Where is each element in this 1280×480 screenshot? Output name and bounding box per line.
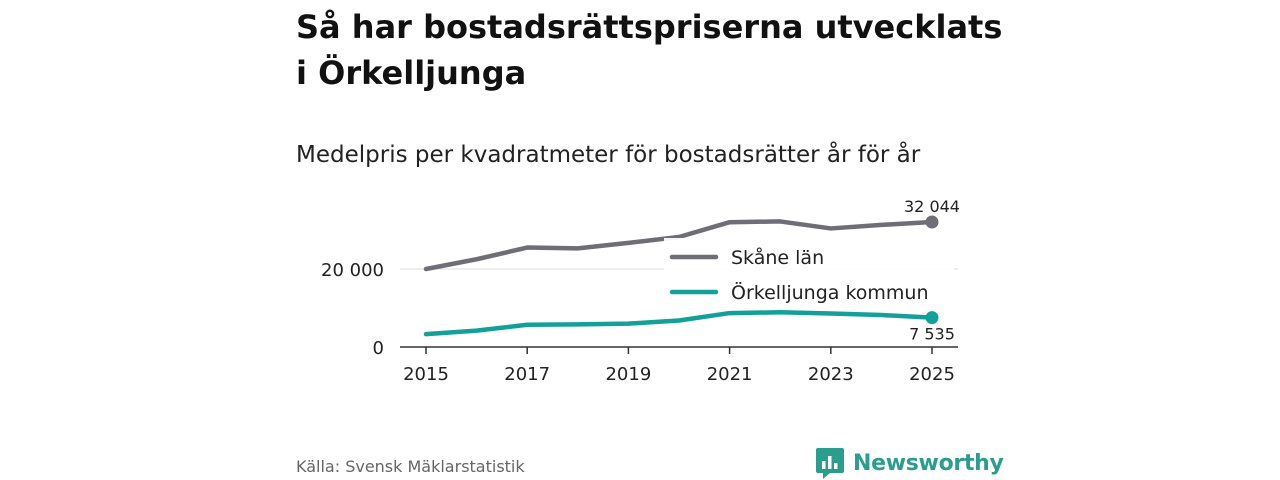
- legend-layer: Skåne län Örkelljunga kommun: [664, 238, 954, 310]
- source-text: Källa: Svensk Mäklarstatistik: [296, 457, 525, 476]
- series-layer: [423, 215, 939, 337]
- y-tick-label: 0: [373, 338, 384, 359]
- legend-label: Örkelljunga kommun: [731, 281, 929, 304]
- end-point-orkelljunga: [925, 311, 939, 325]
- chart-subtitle: Medelpris per kvadratmeter för bostadsrä…: [296, 142, 921, 168]
- x-tick-label: 2025: [909, 364, 955, 385]
- x-tick-label: 2015: [403, 364, 449, 385]
- newsworthy-logo[interactable]: Newsworthy: [815, 446, 1004, 480]
- legend-label: Skåne län: [731, 246, 824, 269]
- label-layer: 32 044 7 535: [904, 197, 960, 344]
- series-line-orkelljunga: [423, 310, 935, 337]
- end-point-skane: [925, 215, 939, 229]
- newsworthy-logo-text: Newsworthy: [853, 450, 1004, 476]
- y-tick-label: 20 000: [321, 260, 384, 281]
- series-line-skane: [423, 219, 935, 272]
- x-tick-label: 2021: [707, 364, 753, 385]
- end-data-label: 32 044: [904, 197, 960, 216]
- chart-title: Så har bostadsrättspriserna utvecklats i…: [296, 8, 1003, 92]
- x-tick-label: 2019: [605, 364, 651, 385]
- end-data-label: 7 535: [909, 325, 955, 344]
- x-tick-label: 2017: [504, 364, 550, 385]
- newsworthy-logo-icon: [816, 448, 844, 479]
- x-tick-label: 2023: [808, 364, 854, 385]
- legend-background: [664, 238, 954, 310]
- axis-layer: 0 20 000 2015 2017 2019 2021 2023 2025: [321, 260, 958, 385]
